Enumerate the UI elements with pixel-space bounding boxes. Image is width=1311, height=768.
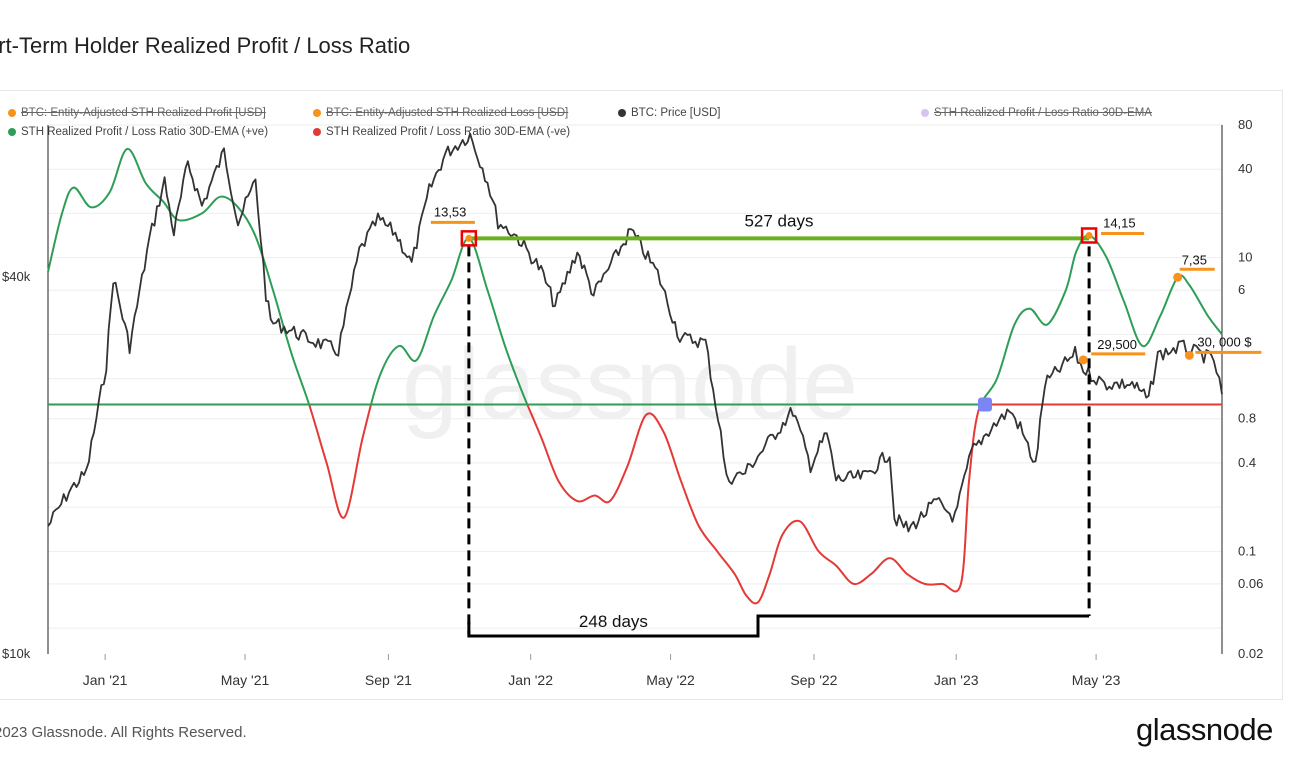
ratio-series <box>47 147 1223 605</box>
point-29500 <box>1078 355 1088 365</box>
copyright: 2023 Glassnode. All Rights Reserved. <box>0 724 247 741</box>
y-right-tick-label: 6 <box>1238 282 1245 297</box>
dark-dot-icon <box>618 109 626 117</box>
peak-point-2021 <box>465 234 473 242</box>
ratio-positive-line <box>47 147 1223 405</box>
x-tick-label: Jan '21 <box>83 672 128 688</box>
legend-item-ratio-ema[interactable]: STH Realized Profit / Loss Ratio 30D-EMA <box>921 107 1152 119</box>
grid-lines <box>48 124 1222 629</box>
peak-point-2023 <box>1085 231 1093 239</box>
orange-dot-icon <box>313 109 321 117</box>
y-axis-left-labels: $40k $10k <box>2 269 31 661</box>
value-label-14-15: 14,15 <box>1103 215 1136 230</box>
value-label-13-53: 13,53 <box>434 204 467 219</box>
chart-panel <box>0 90 1283 700</box>
glassnode-logo: glassnode <box>1136 712 1273 747</box>
y-right-tick-label: 0.06 <box>1238 576 1263 591</box>
value-label-30000: 30, 000 $ <box>1197 334 1252 349</box>
y-right-tick-label: 0.4 <box>1238 455 1256 470</box>
peak-marker-2023 <box>1080 227 1098 244</box>
annotations: 527 days 248 days 13,53 14,15 7,35 29,500 30, … <box>430 204 1262 638</box>
x-tick-label: Sep '21 <box>365 672 412 688</box>
ratio-negative-line <box>308 404 982 605</box>
lavender-dot-icon <box>921 109 929 117</box>
red-dot-icon <box>313 128 321 136</box>
x-axis-labels: Jan '21 May '21 Sep '21 Jan '22 May '22 Sep '… <box>83 654 1121 688</box>
crossover-marker <box>978 397 992 412</box>
point-7-35 <box>1173 272 1183 282</box>
value-label-29500: 29,500 <box>1097 337 1137 352</box>
x-tick-label: May '21 <box>221 672 270 688</box>
legend-item-sth-realized-profit[interactable]: BTC: Entity-Adjusted STH Realized Profit… <box>8 107 266 119</box>
y-axis-right-labels: 80 40 10 6 0.8 0.4 0.1 0.06 0.02 <box>1238 117 1263 661</box>
y-right-tick-label: 80 <box>1238 117 1252 132</box>
value-label-7-35: 7,35 <box>1182 252 1207 267</box>
orange-dot-icon <box>8 109 16 117</box>
green-dot-icon <box>8 128 16 136</box>
peak-marker-2021 <box>460 230 478 247</box>
legend-item-sth-realized-loss[interactable]: BTC: Entity-Adjusted STH Realized Loss [… <box>313 107 568 119</box>
x-tick-label: May '23 <box>1072 672 1121 688</box>
y-right-tick-label: 0.8 <box>1238 411 1256 426</box>
watermark: glassnode <box>402 328 858 440</box>
y-right-tick-label: 40 <box>1238 161 1252 176</box>
y-right-tick-label: 10 <box>1238 250 1252 265</box>
legend-item-btc-price[interactable]: BTC: Price [USD] <box>618 107 720 119</box>
span-527-days-label: 527 days <box>744 211 813 230</box>
y-left-tick-label: $10k <box>2 646 31 661</box>
x-tick-label: Sep '22 <box>790 672 837 688</box>
x-tick-label: Jan '23 <box>934 672 979 688</box>
legend-item-ratio-positive[interactable]: STH Realized Profit / Loss Ratio 30D-EMA… <box>8 126 268 138</box>
x-tick-label: May '22 <box>646 672 695 688</box>
point-30000 <box>1184 350 1194 360</box>
bracket-to-peak <box>756 614 1090 628</box>
y-left-tick-label: $40k <box>2 269 31 284</box>
bracket-248-days <box>467 622 760 638</box>
y-right-tick-label: 0.02 <box>1238 646 1263 661</box>
x-tick-label: Jan '22 <box>508 672 553 688</box>
span-248-days-label: 248 days <box>579 612 648 631</box>
btc-price-line <box>47 132 1223 533</box>
chart-title: ort-Term Holder Realized Profit / Loss R… <box>0 33 411 58</box>
y-right-tick-label: 0.1 <box>1238 543 1256 558</box>
legend-item-ratio-negative[interactable]: STH Realized Profit / Loss Ratio 30D-EMA… <box>313 126 570 138</box>
